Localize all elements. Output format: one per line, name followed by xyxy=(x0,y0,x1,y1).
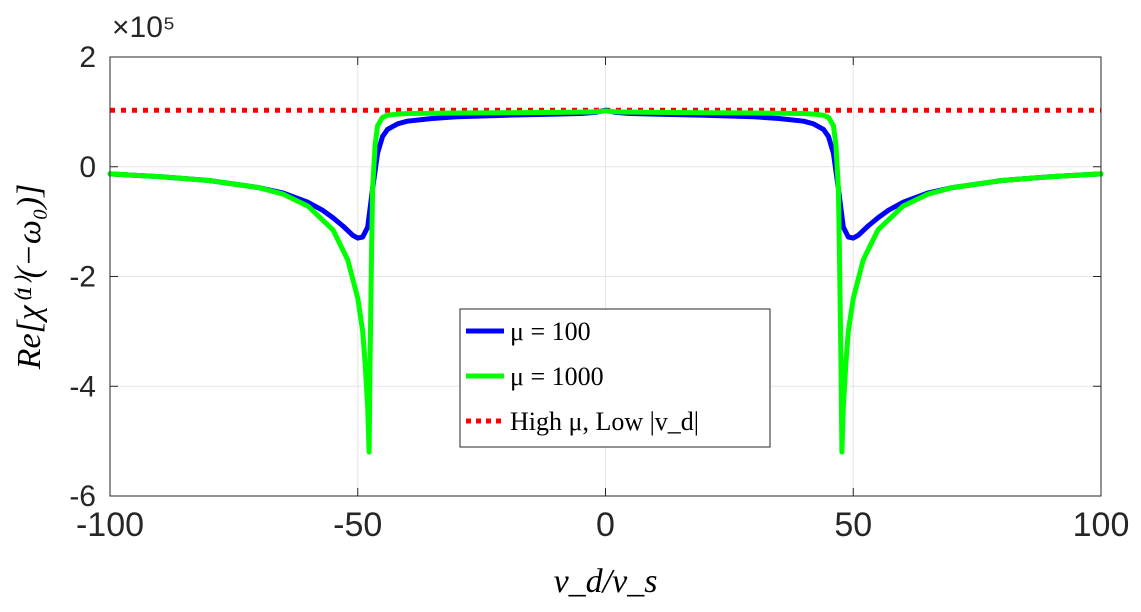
tick-labels: -100 -50 0 50 100 -6 -4 -2 0 2 xyxy=(69,41,1129,544)
x-tick-label: 50 xyxy=(834,506,872,544)
legend: μ = 100 μ = 1000 High μ, Low |v_d| xyxy=(459,308,771,448)
legend-label-2: High μ, Low |v_d| xyxy=(510,407,699,436)
y-axis-label: Re[χ⁽¹⁾(−ω₀)] xyxy=(11,184,48,371)
series-line-1 xyxy=(107,108,1104,455)
legend-label-1: μ = 1000 xyxy=(510,362,604,391)
y-tick-label: 0 xyxy=(79,151,96,184)
legend-box xyxy=(459,308,771,448)
y-tick-label: -2 xyxy=(69,261,96,294)
x-tick-label: 100 xyxy=(1073,506,1130,544)
y-axis-exponent: ×10⁵ xyxy=(112,11,175,44)
legend-label-0: μ = 100 xyxy=(510,317,591,346)
x-tick-label: -100 xyxy=(76,506,144,544)
x-tick-label: -50 xyxy=(333,506,382,544)
x-tick-label: 0 xyxy=(596,506,615,544)
y-tick-label: 2 xyxy=(79,41,96,74)
y-tick-label: -4 xyxy=(69,370,96,403)
y-tick-label: -6 xyxy=(69,480,96,513)
plot-series xyxy=(107,107,1104,455)
x-axis-label: v_d/v_s xyxy=(554,563,658,600)
